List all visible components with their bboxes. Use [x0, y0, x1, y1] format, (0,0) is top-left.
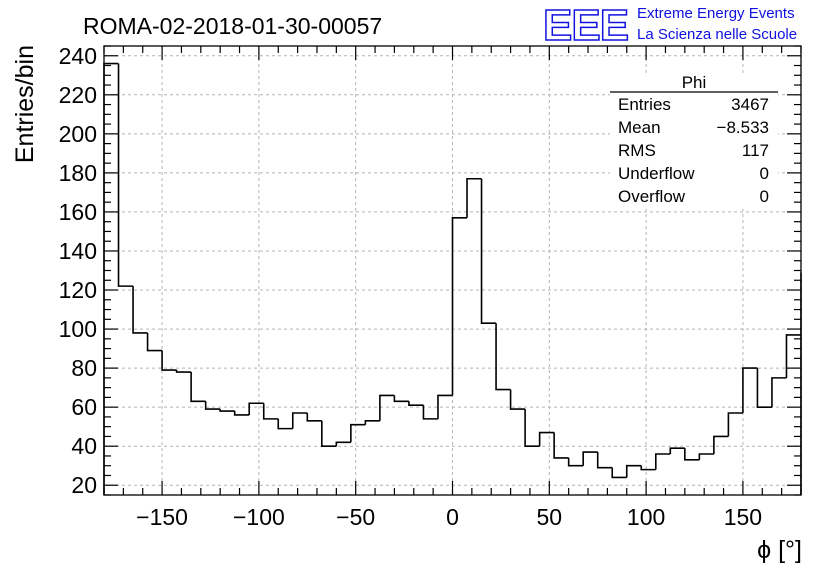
y-axis-label: Entries/bin — [11, 45, 39, 163]
histogram-bin — [684, 448, 700, 461]
x-tick-label: 50 — [537, 504, 563, 530]
stats-box: Phi Entries 3467 Mean −8.533 RMS 117 Und… — [610, 73, 778, 209]
histogram-bin — [146, 332, 163, 352]
histogram-bin — [466, 177, 482, 218]
histogram-bin — [713, 435, 729, 455]
plot-frame — [103, 45, 802, 496]
histogram-bin — [204, 401, 221, 410]
histogram-bin — [669, 447, 685, 455]
histogram-bin — [611, 467, 627, 479]
x-tick-label: 0 — [446, 504, 459, 530]
histogram-bin — [480, 178, 497, 325]
histogram-bin — [335, 441, 351, 447]
histogram-bin — [161, 350, 177, 371]
histogram-bin — [771, 377, 787, 408]
stats-label-underflow: Underflow — [618, 164, 695, 183]
histogram-bin — [422, 405, 438, 420]
histogram-bin — [640, 465, 656, 471]
stats-title: Phi — [682, 73, 707, 92]
histogram-bin — [524, 409, 540, 447]
histogram-bin — [262, 403, 279, 420]
y-tick-label: 160 — [59, 199, 97, 225]
stats-value-rms: 117 — [742, 141, 769, 160]
histogram-bin — [291, 412, 308, 429]
stats-value-underflow: 0 — [760, 164, 769, 183]
histogram-bin — [742, 367, 758, 414]
y-tick-label: 220 — [59, 82, 97, 108]
histogram-bin — [277, 418, 293, 430]
x-tick-label: −150 — [136, 504, 188, 530]
histogram-bin — [538, 431, 555, 447]
histogram-bin — [625, 464, 642, 478]
x-tick-label: 150 — [724, 504, 762, 530]
histogram-bin — [596, 452, 613, 469]
histogram-bin — [190, 372, 206, 403]
stats-label-mean: Mean — [618, 118, 661, 137]
histogram-bin — [698, 453, 714, 460]
stats-value-mean: −8.533 — [717, 118, 769, 137]
logo-line-1: Extreme Energy Events — [637, 5, 795, 22]
y-tick-label: 240 — [59, 43, 97, 69]
stats-value-entries: 3467 — [731, 95, 769, 114]
histogram-bin — [495, 323, 511, 391]
y-tick-label: 200 — [59, 121, 97, 147]
stats-label-overflow: Overflow — [618, 187, 686, 206]
axis-layer: −150 −100 −50 0 50 100 150 20 40 60 80 100 120 140 160… — [59, 43, 802, 530]
histogram-bin — [132, 286, 148, 334]
histogram-bin — [175, 370, 192, 373]
histogram-bin — [408, 401, 424, 406]
histogram-bin — [553, 432, 569, 459]
y-tick-label: 180 — [59, 160, 97, 186]
histogram-bin — [248, 402, 264, 415]
x-tick-label: −100 — [233, 504, 285, 530]
y-tick-label: 120 — [59, 277, 97, 303]
stats-value-overflow: 0 — [760, 187, 769, 206]
eee-logo: EEE Extreme Energy Events La Scienza nel… — [542, 0, 797, 51]
histogram-bin — [727, 412, 743, 437]
eee-logo-text: EEE — [543, 1, 628, 50]
histogram-bin — [582, 451, 598, 466]
histogram-bin — [393, 395, 409, 403]
y-tick-label: 80 — [71, 355, 97, 381]
histogram-bin — [451, 216, 468, 396]
histogram-bin — [756, 368, 772, 408]
stats-box-background — [610, 75, 778, 209]
y-tick-label: 60 — [71, 394, 97, 420]
histogram-bin — [437, 394, 453, 419]
histogram-bin — [364, 420, 380, 425]
histogram-bin — [306, 413, 322, 422]
stats-label-rms: RMS — [618, 141, 656, 160]
y-tick-label: 20 — [71, 472, 97, 498]
histogram-bin — [233, 411, 250, 416]
y-tick-label: 40 — [71, 433, 97, 459]
y-tick-label: 100 — [59, 316, 97, 342]
x-tick-label: −50 — [336, 504, 375, 530]
histogram-bin — [350, 423, 366, 443]
histogram-bin — [785, 334, 801, 378]
histogram-bin — [321, 420, 337, 447]
y-tick-label: 140 — [59, 238, 97, 264]
histogram-bin — [379, 394, 395, 421]
stats-label-entries: Entries — [618, 95, 671, 114]
x-axis-label: ϕ [°] — [757, 536, 802, 564]
run-title: ROMA-02-2018-01-30-00057 — [83, 13, 382, 39]
x-tick-label: 100 — [627, 504, 665, 530]
logo-line-2: La Scienza nelle Scuole — [637, 26, 797, 43]
histogram-bin — [117, 63, 134, 287]
histogram-bin — [219, 409, 235, 412]
histogram-bin — [654, 453, 671, 470]
histogram-bin — [567, 457, 584, 467]
histogram-bin — [509, 389, 526, 410]
